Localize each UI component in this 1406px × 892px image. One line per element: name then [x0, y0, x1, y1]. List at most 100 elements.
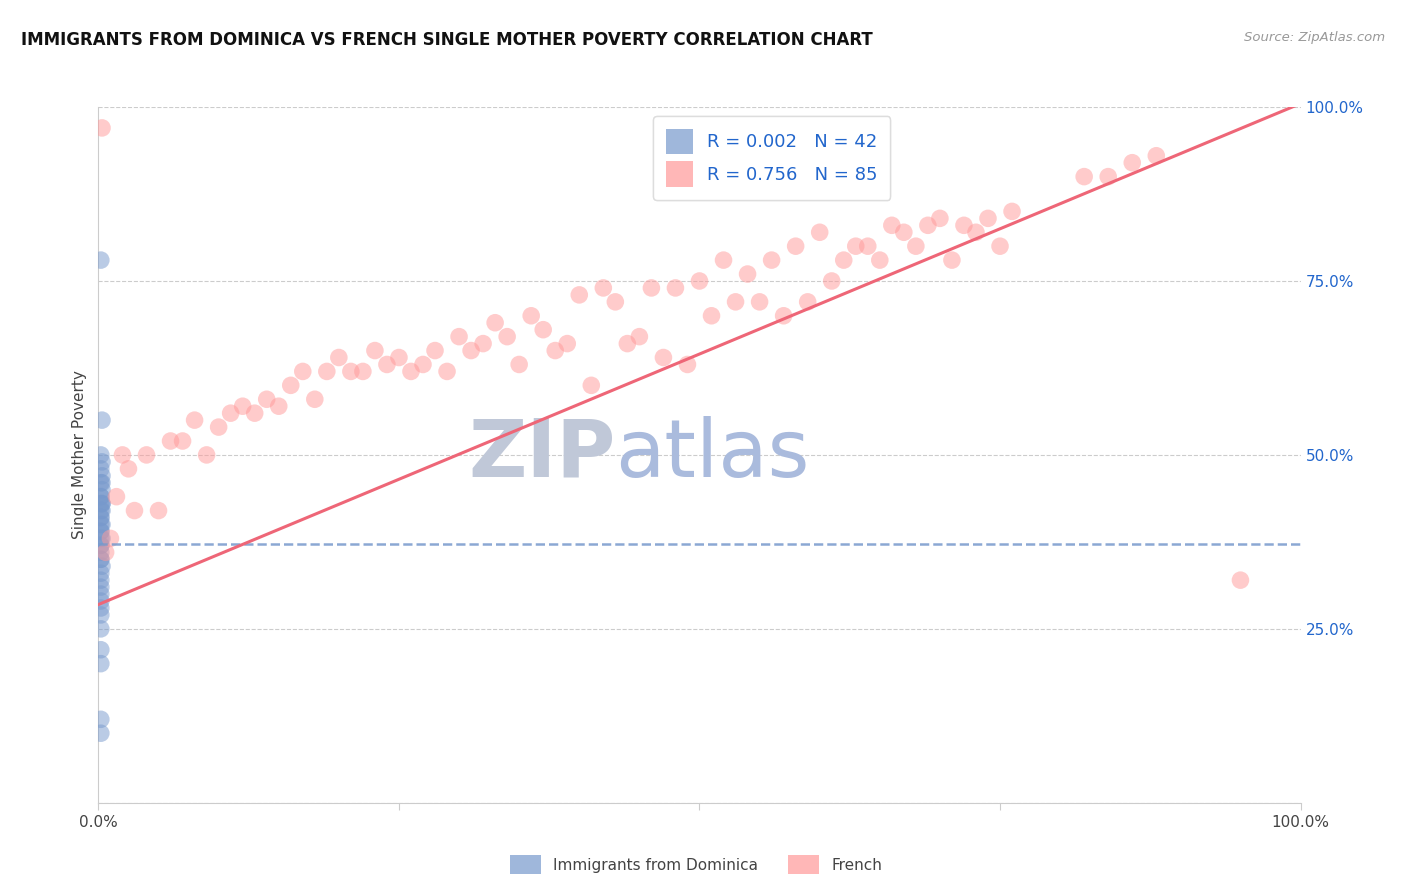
Point — [941, 253, 963, 268]
Point — [90, 497, 112, 511]
Point — [328, 351, 350, 365]
Point — [90, 712, 112, 726]
Point — [713, 253, 735, 268]
Point — [460, 343, 482, 358]
Point — [447, 329, 470, 343]
Point — [90, 510, 112, 524]
Text: atlas: atlas — [616, 416, 810, 494]
Point — [1144, 149, 1167, 163]
Point — [90, 462, 112, 476]
Point — [90, 510, 112, 524]
Point — [388, 351, 411, 365]
Point — [555, 336, 578, 351]
Point — [105, 490, 128, 504]
Point — [737, 267, 759, 281]
Point — [508, 358, 530, 372]
Point — [111, 448, 134, 462]
Point — [304, 392, 326, 407]
Point — [91, 532, 114, 546]
Point — [640, 281, 662, 295]
Point — [91, 483, 114, 497]
Point — [90, 490, 112, 504]
Point — [91, 503, 114, 517]
Point — [1097, 169, 1119, 184]
Point — [472, 336, 495, 351]
Point — [856, 239, 879, 253]
Legend: Immigrants from Dominica, French: Immigrants from Dominica, French — [503, 849, 889, 880]
Point — [568, 288, 591, 302]
Point — [616, 336, 638, 351]
Point — [256, 392, 278, 407]
Point — [90, 524, 112, 539]
Point — [90, 566, 112, 581]
Point — [267, 399, 290, 413]
Point — [1001, 204, 1024, 219]
Point — [520, 309, 543, 323]
Point — [700, 309, 723, 323]
Point — [90, 490, 112, 504]
Point — [91, 497, 114, 511]
Point — [761, 253, 783, 268]
Point — [90, 448, 112, 462]
Point — [91, 559, 114, 574]
Point — [953, 219, 976, 233]
Point — [90, 524, 112, 539]
Point — [172, 434, 194, 448]
Point — [399, 364, 422, 378]
Point — [808, 225, 831, 239]
Point — [148, 503, 170, 517]
Point — [90, 253, 112, 268]
Point — [352, 364, 374, 378]
Point — [496, 329, 519, 343]
Point — [90, 552, 112, 566]
Point — [581, 378, 603, 392]
Point — [159, 434, 181, 448]
Point — [484, 316, 506, 330]
Point — [628, 329, 651, 343]
Point — [91, 517, 114, 532]
Point — [90, 587, 112, 601]
Point — [917, 219, 939, 233]
Point — [117, 462, 139, 476]
Point — [315, 364, 337, 378]
Point — [208, 420, 231, 434]
Point — [544, 343, 567, 358]
Point — [90, 545, 112, 559]
Point — [90, 726, 112, 740]
Point — [893, 225, 915, 239]
Point — [748, 294, 770, 309]
Point — [364, 343, 387, 358]
Point — [91, 475, 114, 490]
Point — [243, 406, 266, 420]
Point — [605, 294, 627, 309]
Point — [676, 358, 699, 372]
Text: Source: ZipAtlas.com: Source: ZipAtlas.com — [1244, 31, 1385, 45]
Point — [90, 503, 112, 517]
Point — [90, 573, 112, 587]
Point — [232, 399, 254, 413]
Point — [124, 503, 146, 517]
Point — [280, 378, 302, 392]
Point — [90, 622, 112, 636]
Point — [91, 120, 114, 135]
Point — [375, 358, 398, 372]
Point — [90, 552, 112, 566]
Point — [90, 607, 112, 622]
Point — [91, 455, 114, 469]
Point — [100, 532, 122, 546]
Point — [988, 239, 1011, 253]
Point — [412, 358, 434, 372]
Point — [845, 239, 868, 253]
Point — [1229, 573, 1251, 587]
Point — [90, 580, 112, 594]
Legend: R = 0.002   N = 42, R = 0.756   N = 85: R = 0.002 N = 42, R = 0.756 N = 85 — [652, 116, 890, 200]
Point — [1073, 169, 1095, 184]
Point — [91, 497, 114, 511]
Point — [652, 351, 675, 365]
Point — [965, 225, 987, 239]
Point — [796, 294, 818, 309]
Point — [880, 219, 903, 233]
Point — [90, 594, 112, 608]
Point — [90, 601, 112, 615]
Point — [904, 239, 927, 253]
